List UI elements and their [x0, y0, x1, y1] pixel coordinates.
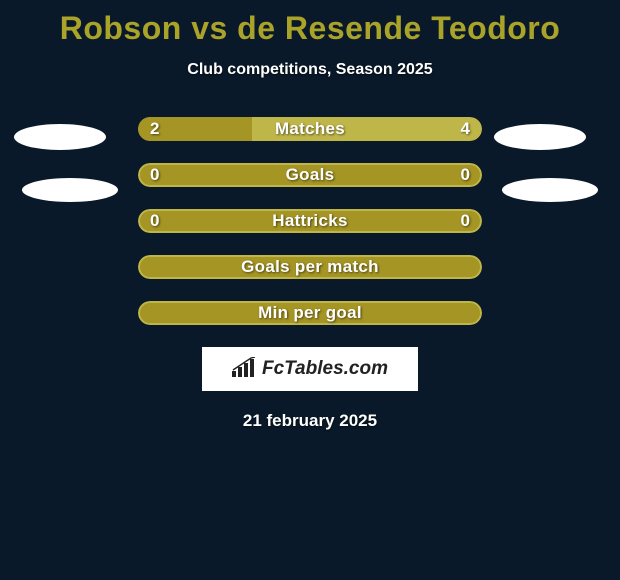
placeholder-ellipse: [494, 124, 586, 150]
date-text: 21 february 2025: [0, 411, 620, 431]
stat-bar: Goals0 0: [138, 163, 482, 187]
stat-value-left: 2: [150, 117, 159, 141]
stat-label: Hattricks: [138, 209, 482, 233]
stat-value-left: 0: [150, 209, 159, 233]
stat-value-right: 4: [461, 117, 470, 141]
page-title: Robson vs de Resende Teodoro: [0, 0, 620, 47]
stat-label: Goals: [138, 163, 482, 187]
stat-row: Min per goal: [0, 301, 620, 325]
stat-bar: Goals per match: [138, 255, 482, 279]
stat-label: Goals per match: [138, 255, 482, 279]
stat-value-left: 0: [150, 163, 159, 187]
logo-chart-icon: [232, 357, 256, 382]
stat-bar: Min per goal: [138, 301, 482, 325]
stat-row: Hattricks0 0: [0, 209, 620, 233]
logo-box: FcTables.com: [202, 347, 418, 391]
stat-bar: Matches2 4: [138, 117, 482, 141]
logo-text: FcTables.com: [262, 358, 388, 380]
stat-value-right: 0: [461, 163, 470, 187]
placeholder-ellipse: [22, 178, 118, 202]
stat-label: Matches: [138, 117, 482, 141]
subtitle: Club competitions, Season 2025: [0, 61, 620, 79]
placeholder-ellipse: [502, 178, 598, 202]
placeholder-ellipse: [14, 124, 106, 150]
stat-bar: Hattricks0 0: [138, 209, 482, 233]
stat-row: Goals per match: [0, 255, 620, 279]
stat-label: Min per goal: [138, 301, 482, 325]
stat-value-right: 0: [461, 209, 470, 233]
